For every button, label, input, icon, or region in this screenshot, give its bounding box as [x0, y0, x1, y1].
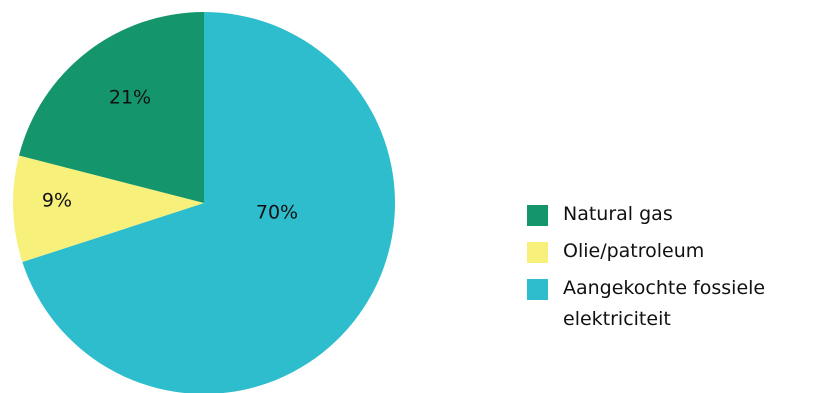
legend-swatch-elektriciteit: [527, 279, 548, 300]
legend-item-elektriciteit: Aangekochte fossiele elektriciteit: [527, 277, 827, 335]
legend-label-natural-gas: Natural gas: [563, 203, 673, 225]
legend-swatch-olie: [527, 242, 548, 263]
legend-label-olie: Olie/patroleum: [563, 240, 705, 262]
slice-label-elektriciteit: 70%: [256, 202, 298, 224]
legend-item-olie: Olie/patroleum: [527, 240, 827, 267]
slice-label-natural-gas: 21%: [109, 87, 151, 109]
pie-slices: [13, 12, 395, 393]
slice-label-olie: 9%: [42, 190, 72, 212]
pie-labels: 70% 9% 21%: [42, 87, 298, 224]
legend-label-elektriciteit: Aangekochte fossiele elektriciteit: [563, 277, 766, 330]
legend: Natural gas Olie/patroleum Aangekochte f…: [527, 203, 827, 345]
legend-swatch-natural-gas: [527, 205, 548, 226]
pie-slice-1: [13, 155, 204, 263]
legend-item-natural-gas: Natural gas: [527, 203, 827, 230]
pie-slice-2: [19, 12, 205, 203]
pie-chart: 70% 9% 21%: [13, 12, 395, 393]
pie-slice-0: [22, 12, 395, 393]
